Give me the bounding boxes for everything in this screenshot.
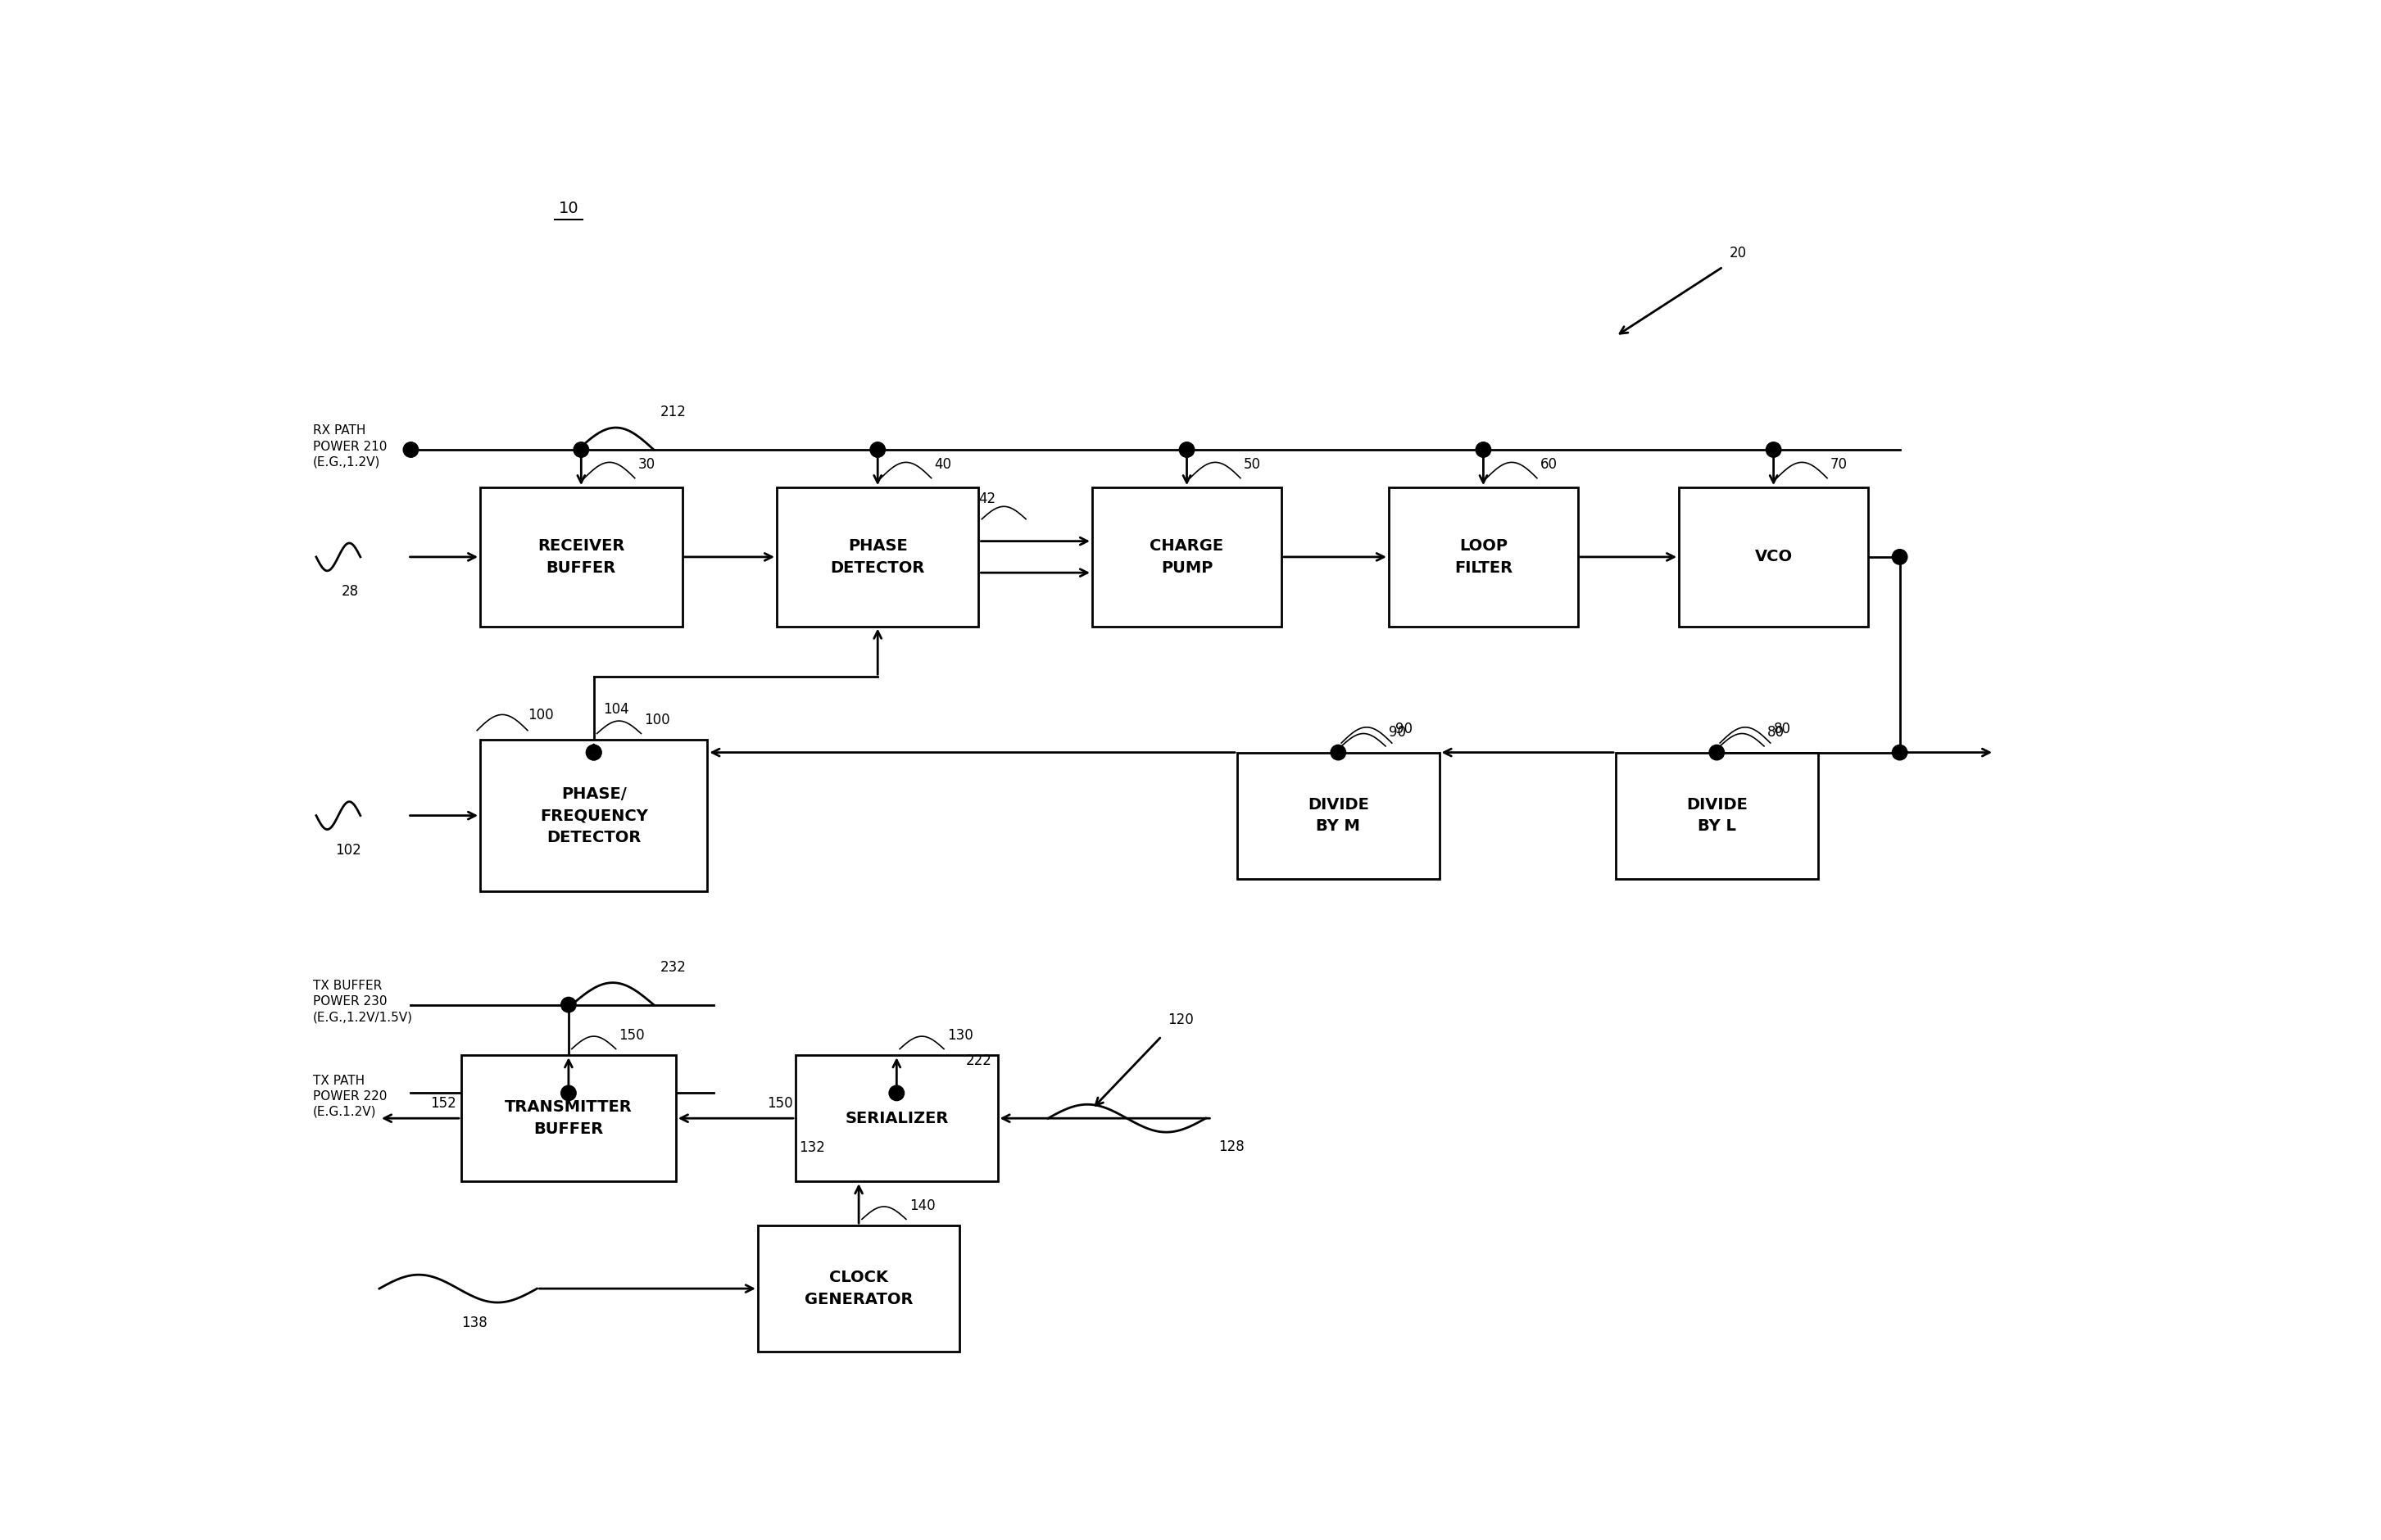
Circle shape <box>586 745 602 761</box>
Bar <box>757 1226 960 1352</box>
Text: 70: 70 <box>1831 457 1848 471</box>
Text: TX PATH
POWER 220
(E.G.1.2V): TX PATH POWER 220 (E.G.1.2V) <box>312 1075 388 1118</box>
Circle shape <box>1179 442 1195 457</box>
Bar <box>795 1055 998 1181</box>
Text: 42: 42 <box>979 491 995 507</box>
Circle shape <box>402 442 419 457</box>
Bar <box>1238 753 1438 879</box>
Text: 212: 212 <box>660 405 686 419</box>
Circle shape <box>869 442 886 457</box>
Text: 132: 132 <box>800 1141 824 1155</box>
Bar <box>1388 488 1579 627</box>
Text: 80: 80 <box>1767 725 1783 739</box>
Text: LOOP
FILTER: LOOP FILTER <box>1455 539 1512 576</box>
Text: 128: 128 <box>1219 1140 1245 1153</box>
Text: 90: 90 <box>1395 722 1412 736</box>
Text: 222: 222 <box>967 1053 993 1067</box>
Text: 100: 100 <box>645 713 669 727</box>
Text: PHASE/
FREQUENCY
DETECTOR: PHASE/ FREQUENCY DETECTOR <box>540 785 648 845</box>
Bar <box>481 739 707 892</box>
Text: 152: 152 <box>431 1096 457 1110</box>
Text: 40: 40 <box>933 457 952 471</box>
Text: TRANSMITTER
BUFFER: TRANSMITTER BUFFER <box>505 1100 633 1137</box>
Text: RECEIVER
BUFFER: RECEIVER BUFFER <box>538 539 624 576</box>
Text: CLOCK
GENERATOR: CLOCK GENERATOR <box>805 1270 912 1307</box>
Text: 102: 102 <box>336 842 362 858</box>
Circle shape <box>586 745 602 761</box>
Text: TX BUFFER
POWER 230
(E.G.,1.2V/1.5V): TX BUFFER POWER 230 (E.G.,1.2V/1.5V) <box>312 979 412 1024</box>
Text: 130: 130 <box>948 1027 974 1043</box>
Text: 60: 60 <box>1541 457 1557 471</box>
Bar <box>1093 488 1281 627</box>
Text: 120: 120 <box>1169 1012 1193 1027</box>
Text: 140: 140 <box>910 1198 936 1214</box>
Circle shape <box>1476 442 1491 457</box>
Text: DIVIDE
BY L: DIVIDE BY L <box>1686 796 1748 835</box>
Text: 138: 138 <box>462 1315 488 1331</box>
Circle shape <box>1710 745 1724 761</box>
Bar <box>1679 488 1869 627</box>
Circle shape <box>574 442 588 457</box>
Text: VCO: VCO <box>1755 550 1793 565</box>
Text: 80: 80 <box>1774 722 1791 736</box>
Circle shape <box>562 1086 576 1101</box>
Text: 232: 232 <box>660 959 686 975</box>
Text: 150: 150 <box>767 1096 793 1110</box>
Text: 28: 28 <box>340 584 360 599</box>
Text: 20: 20 <box>1729 246 1748 260</box>
Text: 50: 50 <box>1243 457 1262 471</box>
Text: 10: 10 <box>560 200 579 216</box>
Text: 30: 30 <box>638 457 655 471</box>
Text: CHARGE
PUMP: CHARGE PUMP <box>1150 539 1224 576</box>
Text: 100: 100 <box>529 707 552 722</box>
Bar <box>776 488 979 627</box>
Text: DIVIDE
BY M: DIVIDE BY M <box>1307 796 1369 835</box>
Bar <box>1617 753 1817 879</box>
Text: 150: 150 <box>619 1027 645 1043</box>
Circle shape <box>1331 745 1345 761</box>
Text: 104: 104 <box>602 702 629 716</box>
Circle shape <box>1767 442 1781 457</box>
Text: RX PATH
POWER 210
(E.G.,1.2V): RX PATH POWER 210 (E.G.,1.2V) <box>312 425 388 468</box>
Bar <box>462 1055 676 1181</box>
Text: PHASE
DETECTOR: PHASE DETECTOR <box>831 539 924 576</box>
Circle shape <box>888 1086 905 1101</box>
Bar <box>481 488 681 627</box>
Circle shape <box>1893 745 1907 761</box>
Circle shape <box>562 998 576 1012</box>
Circle shape <box>1893 550 1907 565</box>
Text: SERIALIZER: SERIALIZER <box>845 1110 948 1126</box>
Text: 90: 90 <box>1388 725 1405 739</box>
